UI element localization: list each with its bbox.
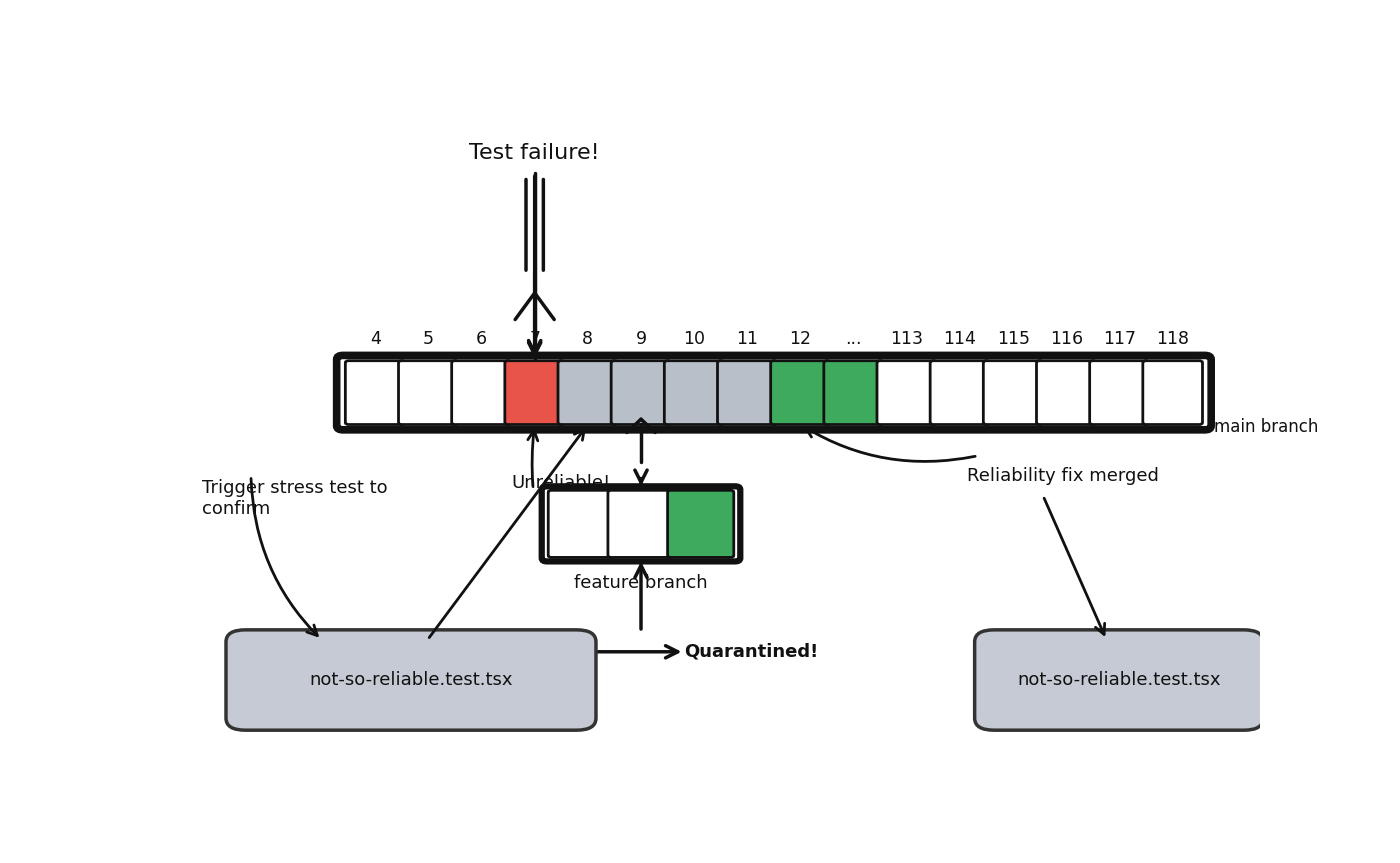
Text: 12: 12	[790, 331, 812, 348]
Text: 117: 117	[1103, 331, 1135, 348]
FancyBboxPatch shape	[876, 361, 937, 425]
FancyBboxPatch shape	[974, 630, 1263, 730]
FancyBboxPatch shape	[608, 490, 675, 557]
Text: 10: 10	[683, 331, 706, 348]
FancyBboxPatch shape	[559, 361, 617, 425]
Text: 116: 116	[1050, 331, 1082, 348]
FancyBboxPatch shape	[1142, 361, 1203, 425]
Text: 8: 8	[582, 331, 594, 348]
Text: Quarantined!: Quarantined!	[685, 643, 819, 661]
FancyBboxPatch shape	[823, 361, 883, 425]
FancyBboxPatch shape	[1036, 361, 1096, 425]
Text: Reliability fix merged: Reliability fix merged	[967, 467, 1159, 485]
Text: 118: 118	[1156, 331, 1189, 348]
Text: feature branch: feature branch	[574, 574, 708, 592]
Text: not-so-reliable.test.tsx: not-so-reliable.test.tsx	[1018, 671, 1221, 689]
FancyBboxPatch shape	[549, 490, 615, 557]
Text: 5: 5	[423, 331, 434, 348]
Text: main branch: main branch	[1214, 418, 1319, 436]
Text: 6: 6	[476, 331, 487, 348]
FancyBboxPatch shape	[930, 361, 990, 425]
FancyBboxPatch shape	[717, 361, 777, 425]
Text: 4: 4	[370, 331, 381, 348]
FancyBboxPatch shape	[505, 361, 564, 425]
Text: 7: 7	[529, 331, 540, 348]
FancyBboxPatch shape	[612, 361, 671, 425]
FancyBboxPatch shape	[399, 361, 458, 425]
FancyBboxPatch shape	[770, 361, 830, 425]
Text: not-so-reliable.test.tsx: not-so-reliable.test.tsx	[309, 671, 512, 689]
Text: 114: 114	[944, 331, 976, 348]
Text: 113: 113	[890, 331, 924, 348]
Text: 115: 115	[997, 331, 1029, 348]
FancyBboxPatch shape	[1089, 361, 1149, 425]
FancyBboxPatch shape	[452, 361, 511, 425]
FancyBboxPatch shape	[668, 490, 734, 557]
FancyBboxPatch shape	[665, 361, 724, 425]
FancyBboxPatch shape	[225, 630, 596, 730]
Text: ...: ...	[846, 331, 862, 348]
Text: 9: 9	[636, 331, 647, 348]
FancyBboxPatch shape	[346, 361, 405, 425]
FancyBboxPatch shape	[983, 361, 1043, 425]
Text: Test failure!: Test failure!	[469, 143, 601, 163]
Text: Trigger stress test to
confirm: Trigger stress test to confirm	[202, 479, 388, 518]
Text: 11: 11	[736, 331, 759, 348]
Text: Unreliable!: Unreliable!	[511, 475, 610, 492]
